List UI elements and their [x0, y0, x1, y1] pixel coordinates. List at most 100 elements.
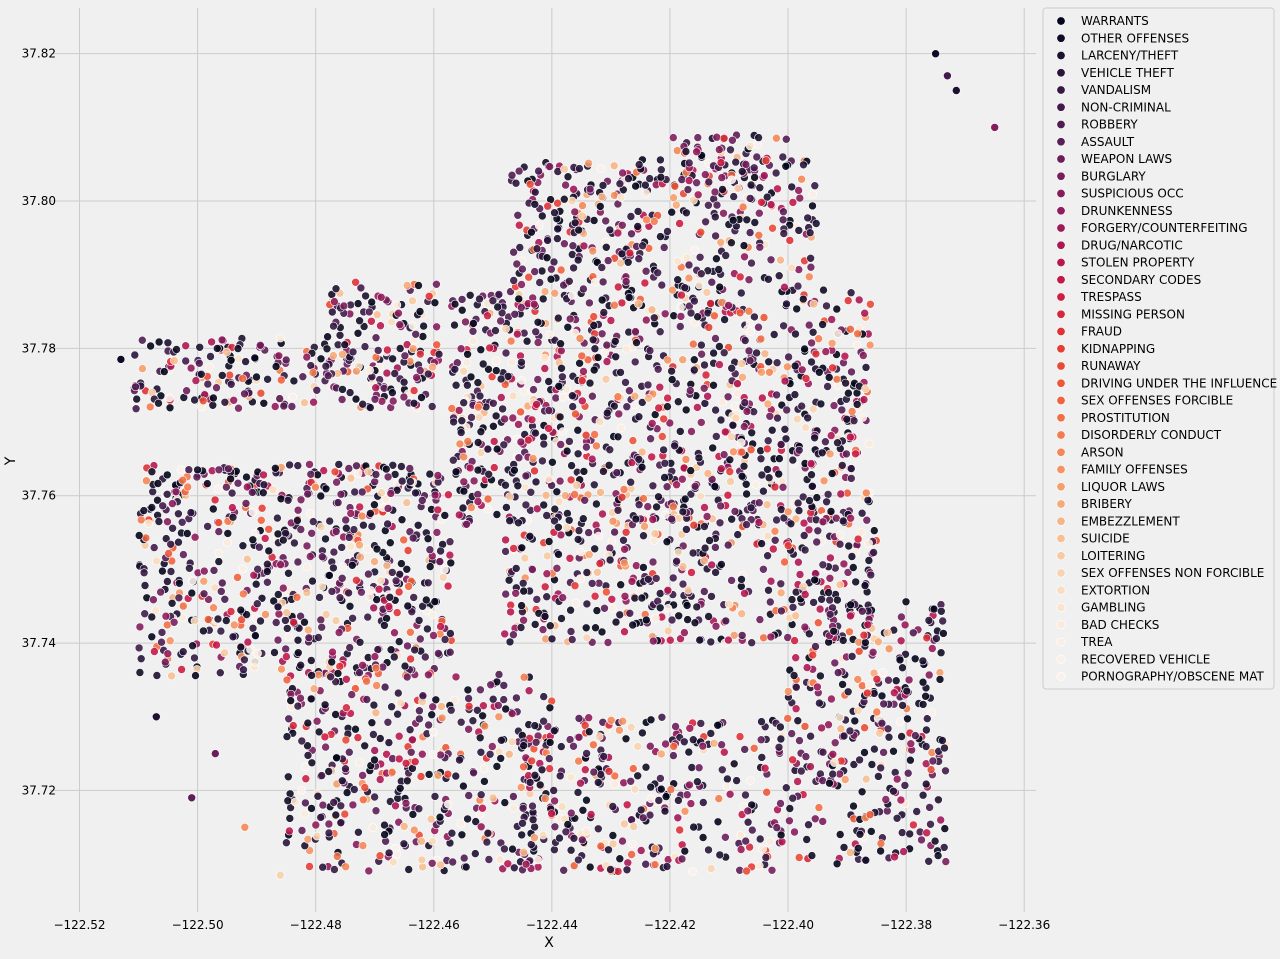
data-point	[550, 504, 560, 514]
data-point	[396, 698, 405, 708]
data-point	[547, 809, 556, 818]
data-point	[878, 668, 888, 677]
data-point	[631, 327, 640, 336]
data-point	[810, 575, 820, 585]
data-point	[990, 123, 1000, 132]
data-point	[190, 653, 199, 663]
data-point	[468, 326, 478, 336]
data-point	[544, 406, 554, 415]
data-point	[383, 504, 393, 513]
data-point	[747, 428, 757, 438]
data-point	[615, 854, 625, 864]
data-point	[347, 690, 357, 699]
data-point	[520, 553, 530, 563]
data-point	[843, 296, 853, 305]
data-point	[480, 777, 489, 786]
data-point	[542, 551, 552, 561]
data-point	[725, 455, 735, 465]
data-point	[234, 403, 243, 413]
data-point	[549, 726, 559, 736]
data-point	[756, 454, 766, 464]
data-point	[296, 611, 305, 621]
data-point	[364, 866, 374, 876]
data-point	[689, 355, 699, 365]
data-point	[525, 531, 535, 541]
data-point	[872, 707, 882, 717]
data-point	[695, 252, 705, 262]
data-point	[729, 447, 738, 457]
data-point	[746, 180, 756, 190]
data-point	[628, 620, 638, 630]
data-point	[622, 800, 632, 810]
data-point	[532, 244, 542, 253]
data-point	[174, 509, 183, 519]
legend-marker	[1056, 275, 1066, 285]
data-point	[366, 586, 376, 595]
data-point	[538, 625, 548, 634]
data-point	[249, 570, 259, 580]
data-point	[371, 708, 381, 718]
data-point	[146, 341, 155, 351]
data-point	[656, 784, 666, 794]
data-point	[634, 160, 644, 169]
data-point	[716, 238, 726, 247]
data-point	[181, 341, 190, 351]
data-point	[663, 355, 673, 365]
data-point	[556, 339, 565, 349]
data-point	[641, 315, 651, 325]
data-point	[371, 663, 381, 673]
data-point	[857, 681, 867, 691]
data-point	[788, 755, 797, 765]
data-point	[537, 211, 547, 221]
data-point	[415, 349, 425, 359]
data-point	[657, 712, 667, 722]
data-point	[749, 163, 759, 173]
data-point	[773, 184, 782, 194]
data-point	[273, 635, 283, 645]
data-point	[541, 490, 551, 500]
legend-marker	[1056, 620, 1066, 630]
data-point	[816, 671, 825, 681]
data-point	[762, 192, 772, 202]
data-point	[161, 611, 171, 621]
data-point	[745, 318, 755, 328]
data-point	[647, 305, 657, 315]
legend-marker	[1056, 464, 1066, 474]
data-point	[727, 238, 736, 247]
data-point	[333, 669, 343, 678]
data-point	[569, 861, 579, 871]
data-point	[355, 502, 365, 512]
data-point	[645, 174, 655, 183]
data-point	[305, 552, 315, 561]
data-point	[860, 723, 869, 733]
data-point	[336, 818, 346, 828]
data-point	[557, 363, 566, 373]
data-point	[700, 360, 709, 370]
data-point	[634, 412, 644, 422]
data-point	[818, 817, 828, 826]
data-point	[465, 463, 475, 473]
legend-frame	[1042, 7, 1275, 690]
data-point	[757, 539, 766, 548]
data-point	[660, 806, 670, 816]
data-point	[149, 543, 159, 552]
data-point	[476, 685, 485, 695]
data-point	[918, 790, 928, 800]
data-point	[426, 814, 436, 824]
data-point	[869, 526, 879, 535]
data-point	[240, 822, 250, 832]
data-point	[646, 794, 656, 804]
data-point	[252, 372, 261, 382]
data-point	[369, 603, 379, 613]
legend-marker	[1056, 33, 1066, 43]
data-point	[514, 453, 524, 463]
data-point	[491, 326, 500, 335]
data-point	[228, 512, 238, 522]
data-point	[365, 403, 375, 412]
data-point	[680, 846, 690, 856]
data-point	[861, 774, 871, 784]
data-point	[528, 454, 538, 463]
data-point	[650, 860, 660, 869]
data-point	[737, 359, 747, 369]
data-point	[492, 510, 502, 519]
